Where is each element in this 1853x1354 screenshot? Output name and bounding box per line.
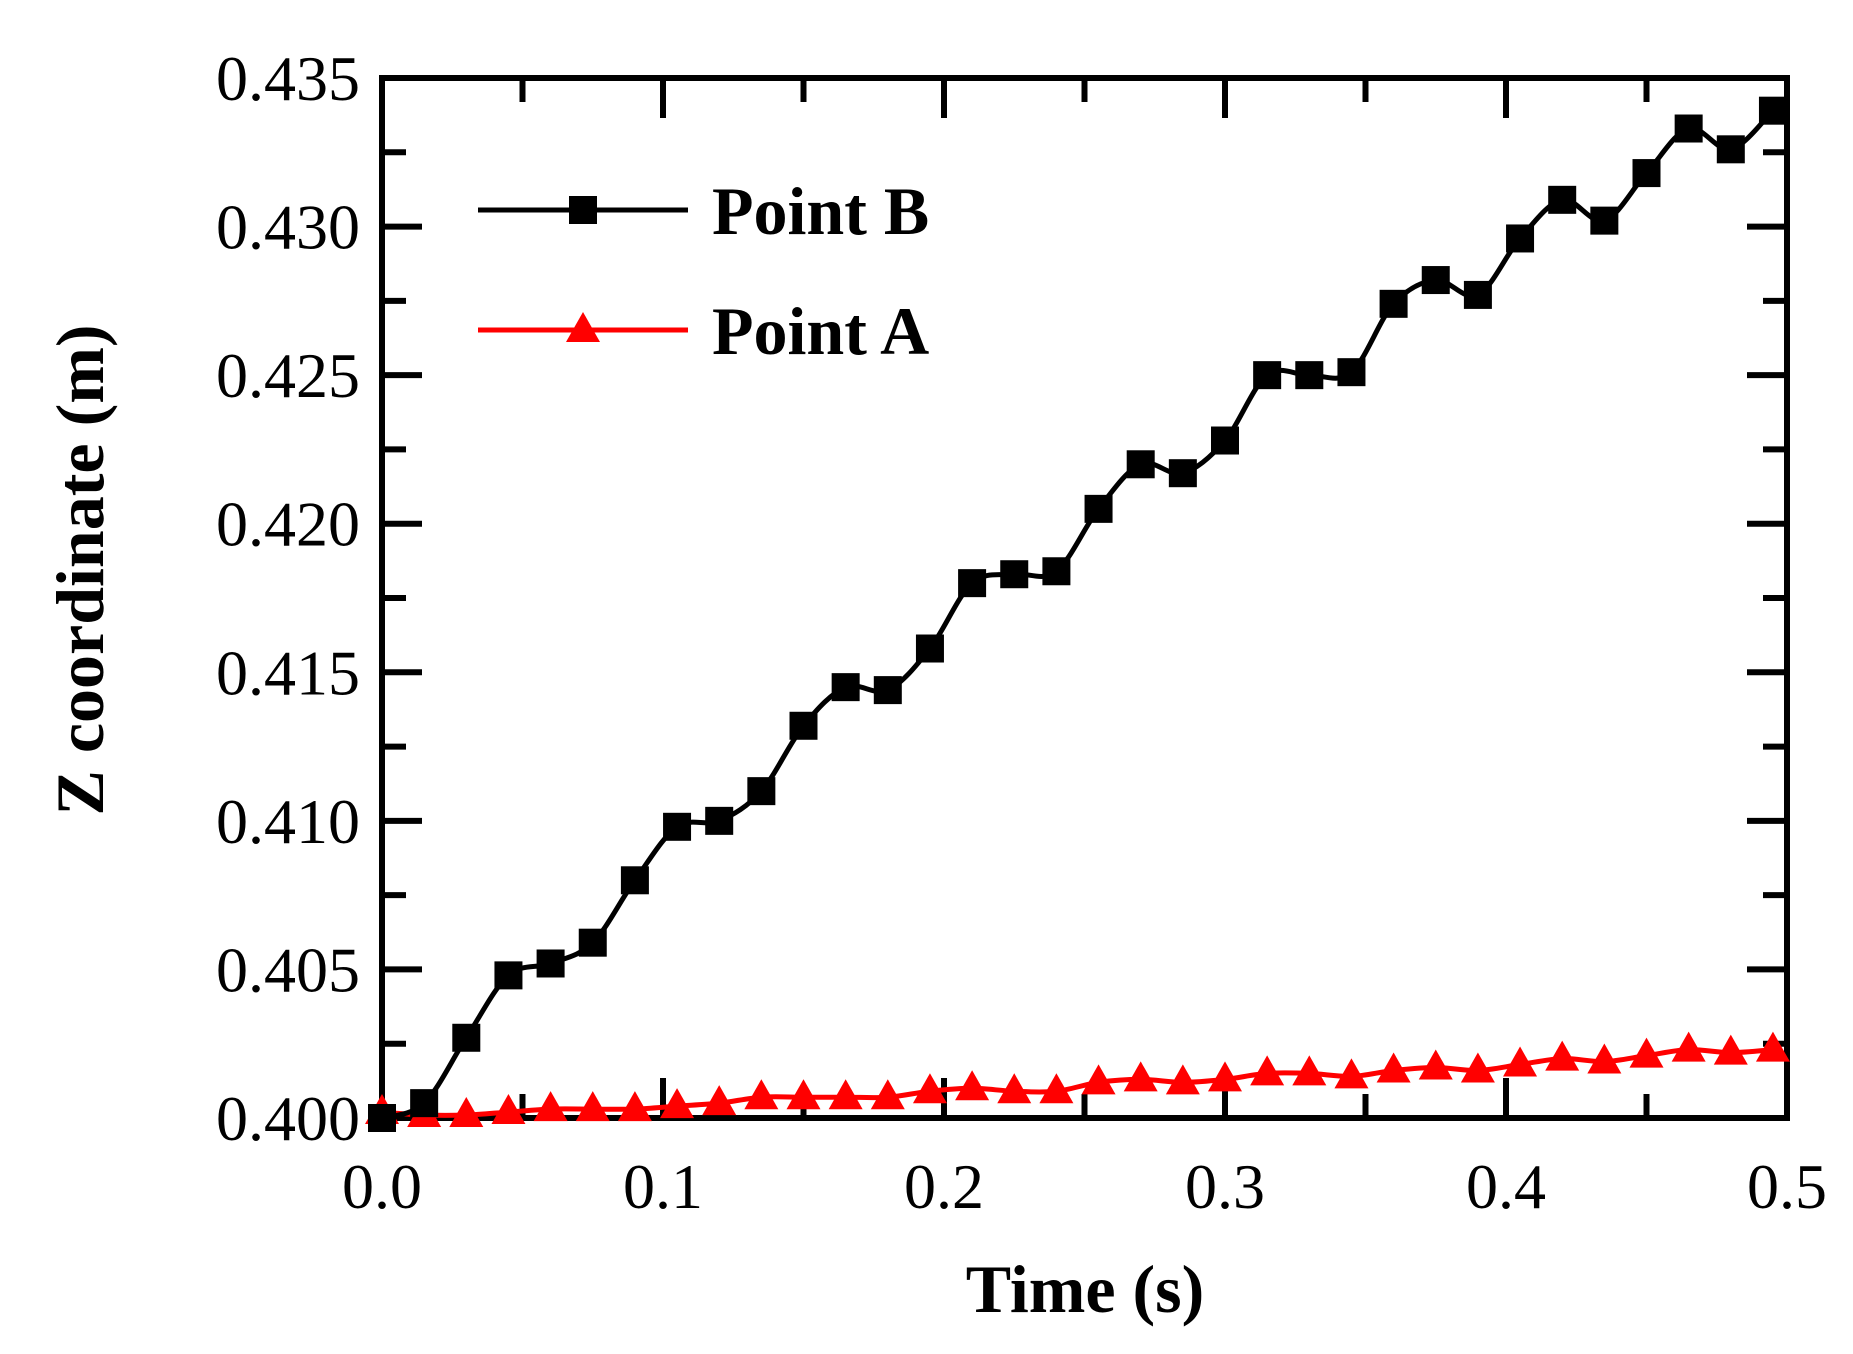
x-tick-label: 0.2 <box>904 1151 984 1222</box>
data-point <box>660 1088 695 1119</box>
data-point <box>1671 1031 1706 1062</box>
legend-label: Point A <box>712 293 929 369</box>
y-tick-label: 0.420 <box>216 489 360 560</box>
y-tick-label: 0.435 <box>216 43 360 114</box>
data-point <box>1587 1043 1622 1074</box>
data-point <box>912 1073 947 1104</box>
series-line <box>381 108 1775 1121</box>
data-point <box>368 1104 396 1132</box>
data-point <box>1421 266 1450 295</box>
x-tick-label: 0.1 <box>623 1151 703 1222</box>
data-point <box>958 569 987 598</box>
data-point <box>1334 1058 1369 1089</box>
data-point <box>1716 135 1745 164</box>
y-tick-label: 0.405 <box>216 934 360 1005</box>
data-point <box>1295 361 1324 390</box>
data-point <box>955 1070 990 1101</box>
legend-entry: Point B <box>478 173 929 249</box>
data-point <box>1755 1031 1790 1062</box>
data-point <box>828 1079 863 1110</box>
data-point <box>1126 450 1155 479</box>
legend: Point B Point A <box>478 173 929 369</box>
data-point <box>1758 96 1787 125</box>
data-point <box>1250 1055 1285 1086</box>
data-point <box>1506 224 1535 253</box>
x-axis-ticks: 0.0 0.1 0.2 0.3 0.4 0.5 <box>342 78 1827 1222</box>
data-point <box>744 1079 779 1110</box>
y-tick-label: 0.410 <box>216 786 360 857</box>
x-axis-title: Time (s) <box>966 1251 1205 1327</box>
data-point <box>663 812 692 841</box>
data-point <box>494 961 523 990</box>
data-point <box>747 777 776 806</box>
data-point <box>1379 289 1408 318</box>
data-point <box>1211 426 1239 455</box>
data-point <box>533 1091 568 1122</box>
data-point <box>1503 1046 1538 1077</box>
data-point <box>1463 280 1492 309</box>
y-tick-label: 0.415 <box>216 637 360 708</box>
data-point <box>1337 358 1366 387</box>
data-point <box>1168 459 1197 488</box>
x-tick-label: 0.4 <box>1466 1151 1546 1222</box>
data-point <box>1376 1052 1411 1083</box>
y-tick-label: 0.430 <box>216 192 360 263</box>
data-point <box>449 1097 484 1128</box>
plot-frame <box>379 75 1790 1121</box>
x-tick-label: 0.3 <box>1185 1151 1265 1222</box>
data-point <box>1418 1049 1453 1080</box>
data-point <box>831 673 860 702</box>
data-point <box>620 866 649 895</box>
y-tick-label: 0.400 <box>216 1083 360 1154</box>
data-point <box>915 634 944 663</box>
x-tick-label: 0.5 <box>1747 1151 1827 1222</box>
legend-entry: Point A <box>478 293 929 369</box>
x-tick-label: 0.0 <box>342 1151 422 1222</box>
data-point <box>702 1085 737 1116</box>
data-point <box>578 928 607 957</box>
data-point <box>1000 560 1029 589</box>
data-point <box>1545 1040 1580 1071</box>
y-axis-ticks: 0.400 0.405 0.410 0.415 0.420 0.425 0.430 0.435 <box>216 43 1787 1154</box>
data-point <box>410 1089 439 1118</box>
y-axis-title: Z coordinate (m) <box>42 324 118 815</box>
series-line <box>381 1047 1774 1118</box>
data-point <box>1629 1037 1664 1068</box>
data-point <box>1632 159 1661 188</box>
data-point <box>705 806 734 835</box>
series-point-b <box>368 96 1787 1132</box>
data-point <box>1713 1034 1748 1065</box>
legend-label: Point B <box>712 173 929 249</box>
legend-marker <box>569 196 597 224</box>
series-layer <box>365 96 1790 1132</box>
data-point <box>870 1079 905 1110</box>
data-point <box>1548 185 1577 214</box>
data-point <box>491 1094 526 1125</box>
data-point <box>786 1079 821 1110</box>
data-point <box>1208 1061 1242 1092</box>
data-point <box>575 1091 610 1122</box>
data-point <box>1165 1064 1200 1095</box>
data-point <box>1042 557 1071 586</box>
data-point <box>1590 206 1619 235</box>
data-point <box>789 711 818 740</box>
plot-border <box>379 75 1790 1121</box>
data-point <box>617 1091 652 1122</box>
y-tick-label: 0.425 <box>216 340 360 411</box>
legend-marker <box>566 312 600 342</box>
data-point <box>452 1023 481 1052</box>
data-point <box>1253 361 1282 390</box>
data-point <box>873 676 902 705</box>
data-point <box>1460 1052 1495 1083</box>
data-point <box>1292 1055 1327 1086</box>
data-point <box>1123 1061 1158 1092</box>
series-point-a <box>365 1031 1790 1128</box>
data-point <box>1674 114 1703 143</box>
data-point <box>1084 494 1113 523</box>
data-point <box>1081 1064 1116 1095</box>
data-point <box>1039 1073 1074 1104</box>
data-point <box>536 949 565 978</box>
data-point <box>997 1073 1032 1104</box>
